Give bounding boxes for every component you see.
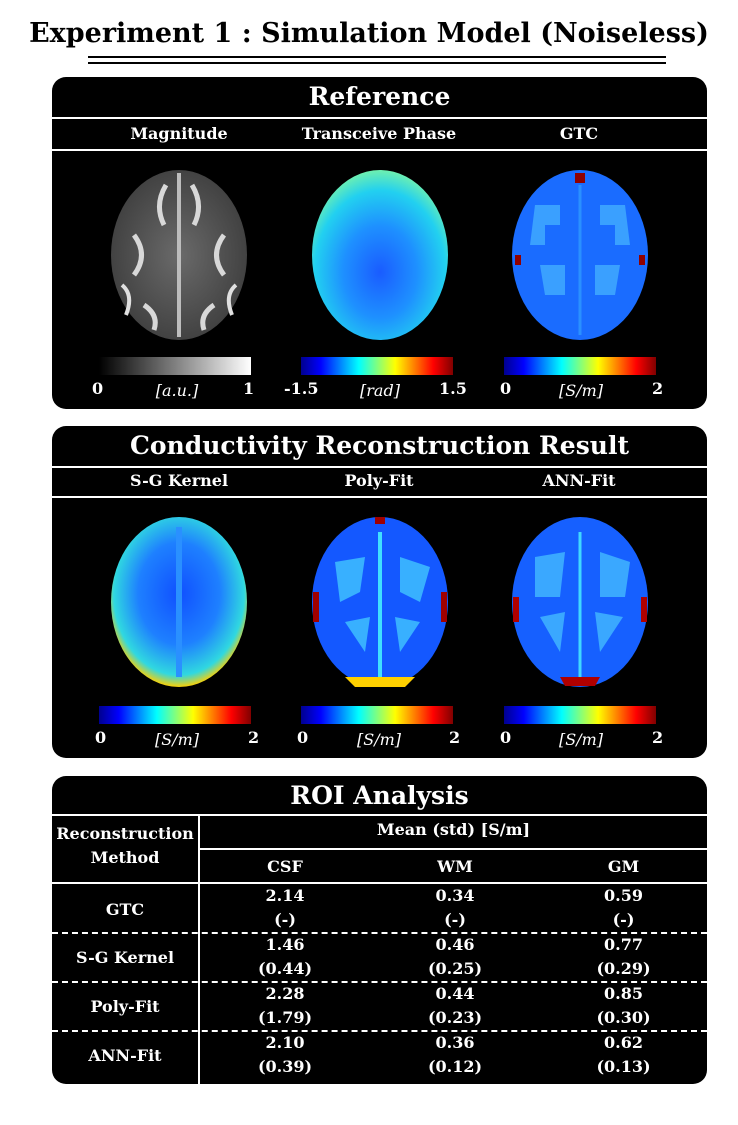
cell-mean: 2.28 bbox=[265, 984, 305, 1003]
cell-mean: 2.10 bbox=[265, 1033, 305, 1052]
header-bottom-divider bbox=[52, 882, 707, 884]
colorbar-unit: [S/m] bbox=[558, 730, 603, 749]
transceive-phase-image bbox=[312, 170, 448, 340]
cell-std: (0.25) bbox=[427, 959, 483, 978]
column-label-gtc: GTC bbox=[559, 124, 599, 143]
sg-kernel-image bbox=[111, 517, 247, 687]
cell-mean: 0.77 bbox=[604, 935, 643, 954]
colorbar-unit: [S/m] bbox=[356, 730, 401, 749]
ann-fit-image bbox=[512, 517, 648, 687]
colorbar-poly-fit bbox=[301, 706, 453, 724]
colorbar-magnitude bbox=[99, 357, 251, 375]
column-label-ann-fit: ANN-Fit bbox=[542, 471, 616, 490]
divider bbox=[52, 814, 707, 816]
header-divider bbox=[200, 848, 707, 850]
colorbar-max: 2 bbox=[248, 728, 260, 747]
colorbar-ann-fit bbox=[504, 706, 656, 724]
method-header-2: Method bbox=[90, 848, 160, 867]
row-method: Poly-Fit bbox=[90, 997, 160, 1016]
cell-mean: 0.34 bbox=[435, 886, 475, 905]
column-header: CSF bbox=[267, 857, 303, 876]
cell-mean: 0.46 bbox=[435, 935, 475, 954]
colorbar-unit: [rad] bbox=[360, 381, 400, 400]
divider bbox=[52, 466, 707, 468]
title-underline bbox=[88, 56, 666, 58]
cell-mean: 0.36 bbox=[435, 1033, 475, 1052]
column-label-poly-fit: Poly-Fit bbox=[344, 471, 414, 490]
column-label-sg-kernel: S-G Kernel bbox=[129, 471, 229, 490]
title-underline-2 bbox=[88, 62, 666, 64]
colorbar-max: 2 bbox=[652, 728, 664, 747]
cell-std: (1.79) bbox=[257, 1008, 313, 1027]
cell-std: (-) bbox=[612, 910, 635, 929]
column-label-magnitude: Magnitude bbox=[130, 124, 228, 143]
cell-mean: 0.62 bbox=[604, 1033, 643, 1052]
reference-panel: Reference Magnitude Transceive Phase GTC… bbox=[52, 77, 707, 409]
colorbar-min: -1.5 bbox=[284, 379, 319, 398]
colorbar-max: 1.5 bbox=[439, 379, 467, 398]
row-method: ANN-Fit bbox=[88, 1046, 162, 1065]
row-divider bbox=[52, 981, 707, 983]
colorbar-min: 0 bbox=[297, 728, 309, 747]
colorbar-sg-kernel bbox=[99, 706, 251, 724]
column-header: WM bbox=[437, 857, 473, 876]
row-method: GTC bbox=[105, 900, 145, 919]
row-divider bbox=[52, 1030, 707, 1032]
divider bbox=[52, 117, 707, 119]
cell-std: (0.23) bbox=[427, 1008, 483, 1027]
cell-std: (-) bbox=[274, 910, 296, 929]
reconstruction-panel: Conductivity Reconstruction Result S-G K… bbox=[52, 426, 707, 758]
cell-std: (0.12) bbox=[427, 1057, 483, 1076]
colorbar-phase bbox=[301, 357, 453, 375]
cell-mean: 0.59 bbox=[604, 886, 643, 905]
colorbar-min: 0 bbox=[500, 379, 512, 398]
method-header: Reconstruction bbox=[56, 824, 194, 843]
reconstruction-title: Conductivity Reconstruction Result bbox=[130, 431, 629, 460]
roi-table: Reconstruction Method Mean (std) [S/m] C… bbox=[52, 814, 707, 1084]
colorbar-unit: [S/m] bbox=[154, 730, 199, 749]
column-divider bbox=[198, 814, 200, 1084]
cell-mean: 0.85 bbox=[604, 984, 643, 1003]
cell-std: (0.13) bbox=[596, 1057, 651, 1076]
reference-title: Reference bbox=[308, 82, 451, 111]
page-title: Experiment 1 : Simulation Model (Noisele… bbox=[29, 18, 709, 49]
colorbar-min: 0 bbox=[500, 728, 512, 747]
colorbar-max: 2 bbox=[652, 379, 664, 398]
cell-std: (0.29) bbox=[596, 959, 651, 978]
gtc-image bbox=[512, 170, 648, 340]
row-method: S-G Kernel bbox=[75, 948, 175, 967]
cell-std: (0.30) bbox=[596, 1008, 651, 1027]
cell-std: (0.44) bbox=[257, 959, 313, 978]
roi-title: ROI Analysis bbox=[290, 781, 469, 810]
colorbar-min: 0 bbox=[95, 728, 107, 747]
divider bbox=[52, 149, 707, 151]
group-header: Mean (std) [S/m] bbox=[376, 820, 531, 839]
cell-mean: 0.44 bbox=[435, 984, 475, 1003]
colorbar-min: 0 bbox=[92, 379, 104, 398]
poly-fit-image bbox=[312, 517, 448, 687]
cell-mean: 2.14 bbox=[265, 886, 305, 905]
roi-panel: ROI Analysis Reconstruction Method Mean … bbox=[52, 776, 707, 1084]
cell-std: (-) bbox=[444, 910, 466, 929]
cell-mean: 1.46 bbox=[265, 935, 305, 954]
column-header: GM bbox=[607, 857, 640, 876]
magnitude-image bbox=[111, 170, 247, 340]
row-divider bbox=[52, 932, 707, 934]
column-label-phase: Transceive Phase bbox=[301, 124, 457, 143]
cell-std: (0.39) bbox=[257, 1057, 313, 1076]
colorbar-gtc bbox=[504, 357, 656, 375]
colorbar-max: 2 bbox=[449, 728, 461, 747]
colorbar-max: 1 bbox=[243, 379, 255, 398]
colorbar-unit: [a.u.] bbox=[155, 381, 199, 400]
divider bbox=[52, 496, 707, 498]
colorbar-unit: [S/m] bbox=[558, 381, 603, 400]
